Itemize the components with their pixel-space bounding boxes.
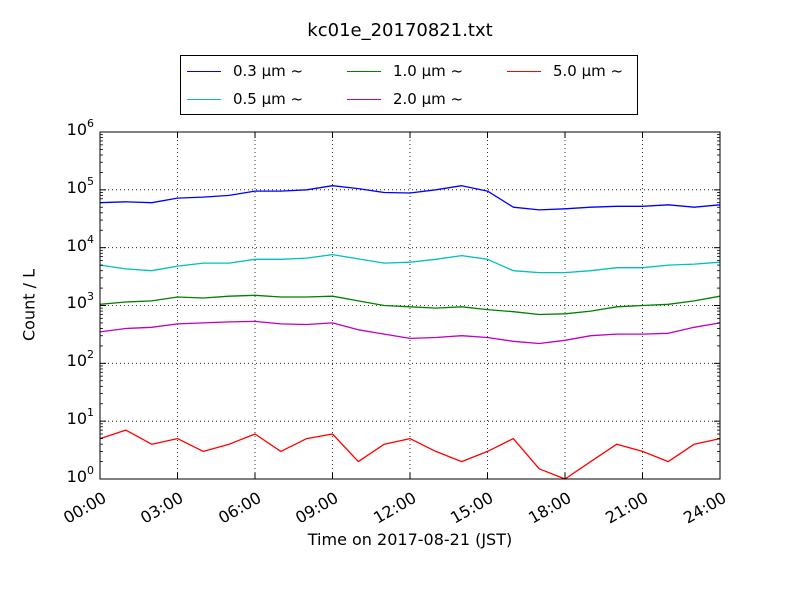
legend-swatch-0.3um	[187, 70, 221, 72]
legend-swatch-1.0um	[347, 70, 381, 72]
series-line-4	[99, 429, 721, 480]
y-axis-label: Count / L	[19, 269, 39, 341]
y-tick-label-6: 106	[66, 117, 94, 139]
legend-item-0.3um: 0.3 μm ~	[187, 60, 303, 82]
series-line-3	[99, 320, 721, 345]
legend-swatch-2.0um	[347, 98, 381, 100]
legend-item-1.0um: 1.0 μm ~	[347, 60, 463, 82]
legend-item-5.0um: 5.0 μm ~	[507, 60, 623, 82]
legend-swatch-5.0um	[507, 70, 541, 72]
y-tick-label-2: 102	[66, 348, 94, 370]
series-line-0	[99, 185, 721, 211]
grid-lines	[100, 132, 720, 479]
legend-swatch-0.5um	[187, 98, 221, 100]
legend-label-2.0um: 2.0 μm ~	[393, 90, 464, 108]
series-lines	[99, 185, 721, 480]
legend-label-0.5um: 0.5 μm ~	[233, 90, 304, 108]
y-tick-label-5: 105	[66, 175, 94, 197]
legend: 0.3 μm ~ 1.0 μm ~ 5.0 μm ~ 0.5 μm ~ 2.0 …	[180, 55, 638, 115]
y-tick-label-4: 104	[66, 233, 94, 255]
legend-item-0.5um: 0.5 μm ~	[187, 88, 303, 110]
legend-item-2.0um: 2.0 μm ~	[347, 88, 463, 110]
legend-label-1.0um: 1.0 μm ~	[393, 62, 464, 80]
series-line-2	[99, 294, 721, 316]
y-tick-label-0: 100	[66, 464, 94, 486]
y-tick-label-1: 101	[66, 406, 94, 428]
x-axis-label: Time on 2017-08-21 (JST)	[307, 530, 513, 549]
tick-marks	[99, 131, 721, 480]
y-tick-label-3: 103	[66, 290, 94, 312]
chart-title: kc01e_20170821.txt	[307, 20, 493, 41]
series-line-1	[99, 253, 721, 274]
legend-label-5.0um: 5.0 μm ~	[553, 62, 624, 80]
legend-label-0.3um: 0.3 μm ~	[233, 62, 304, 80]
